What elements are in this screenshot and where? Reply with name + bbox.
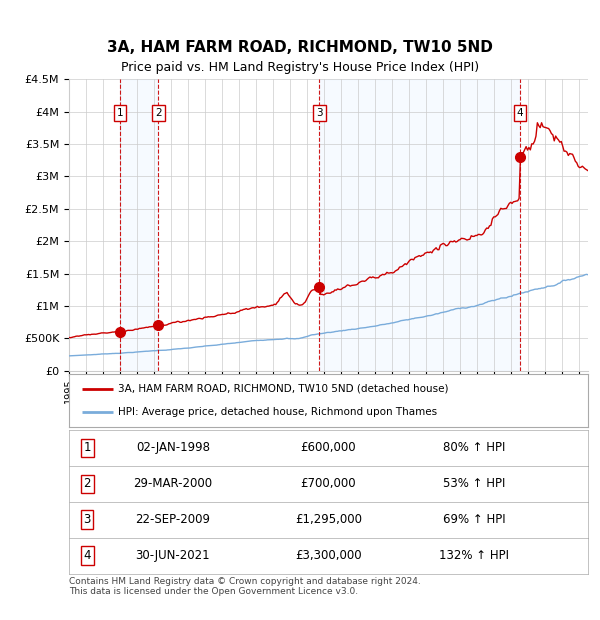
Text: 2: 2	[83, 477, 91, 490]
Text: 3A, HAM FARM ROAD, RICHMOND, TW10 5ND: 3A, HAM FARM ROAD, RICHMOND, TW10 5ND	[107, 40, 493, 55]
Text: £600,000: £600,000	[301, 441, 356, 454]
Text: 1: 1	[117, 108, 124, 118]
Text: HPI: Average price, detached house, Richmond upon Thames: HPI: Average price, detached house, Rich…	[118, 407, 437, 417]
Text: £1,295,000: £1,295,000	[295, 513, 362, 526]
Text: 4: 4	[83, 549, 91, 562]
Text: 3: 3	[316, 108, 323, 118]
Text: 80% ↑ HPI: 80% ↑ HPI	[443, 441, 505, 454]
Text: 29-MAR-2000: 29-MAR-2000	[133, 477, 212, 490]
Text: 2: 2	[155, 108, 161, 118]
Text: 02-JAN-1998: 02-JAN-1998	[136, 441, 210, 454]
Text: 3A, HAM FARM ROAD, RICHMOND, TW10 5ND (detached house): 3A, HAM FARM ROAD, RICHMOND, TW10 5ND (d…	[118, 384, 449, 394]
Text: 132% ↑ HPI: 132% ↑ HPI	[439, 549, 509, 562]
Text: £700,000: £700,000	[301, 477, 356, 490]
Text: Price paid vs. HM Land Registry's House Price Index (HPI): Price paid vs. HM Land Registry's House …	[121, 61, 479, 74]
Text: 22-SEP-2009: 22-SEP-2009	[136, 513, 211, 526]
Text: £3,300,000: £3,300,000	[295, 549, 362, 562]
Text: 3: 3	[83, 513, 91, 526]
Text: 69% ↑ HPI: 69% ↑ HPI	[443, 513, 505, 526]
Bar	[120, 79, 158, 371]
Bar	[319, 79, 520, 371]
Text: 53% ↑ HPI: 53% ↑ HPI	[443, 477, 505, 490]
Text: 1: 1	[83, 441, 91, 454]
Text: Contains HM Land Registry data © Crown copyright and database right 2024.
This d: Contains HM Land Registry data © Crown c…	[69, 577, 421, 596]
Text: 30-JUN-2021: 30-JUN-2021	[136, 549, 210, 562]
Text: 4: 4	[517, 108, 523, 118]
